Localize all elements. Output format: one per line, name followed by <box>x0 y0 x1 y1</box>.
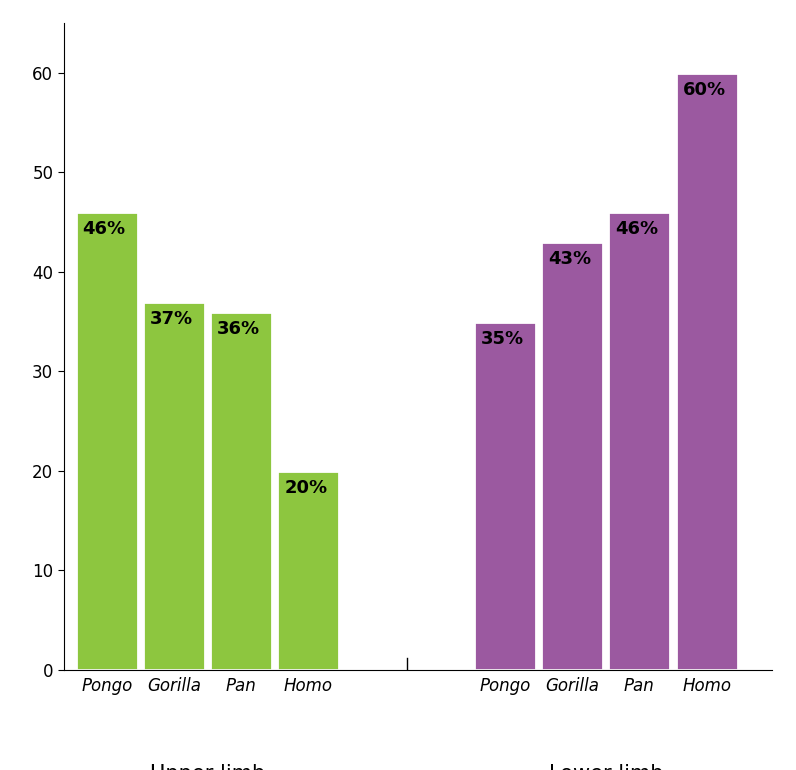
Text: 36%: 36% <box>217 320 260 337</box>
Text: 35%: 35% <box>481 330 524 347</box>
Bar <box>474 322 536 670</box>
Text: 46%: 46% <box>615 220 658 238</box>
Text: Upper limb: Upper limb <box>150 765 265 770</box>
Bar <box>210 312 272 670</box>
Bar <box>76 213 138 670</box>
Bar <box>143 302 205 670</box>
Text: 20%: 20% <box>284 479 327 497</box>
Bar <box>676 73 738 670</box>
Text: 37%: 37% <box>150 310 193 328</box>
Text: Lower limb: Lower limb <box>548 765 663 770</box>
Bar <box>541 242 603 670</box>
Text: 46%: 46% <box>83 220 126 238</box>
Text: 60%: 60% <box>682 81 726 99</box>
Bar <box>278 471 339 670</box>
Text: 43%: 43% <box>548 250 591 268</box>
Bar <box>608 213 670 670</box>
